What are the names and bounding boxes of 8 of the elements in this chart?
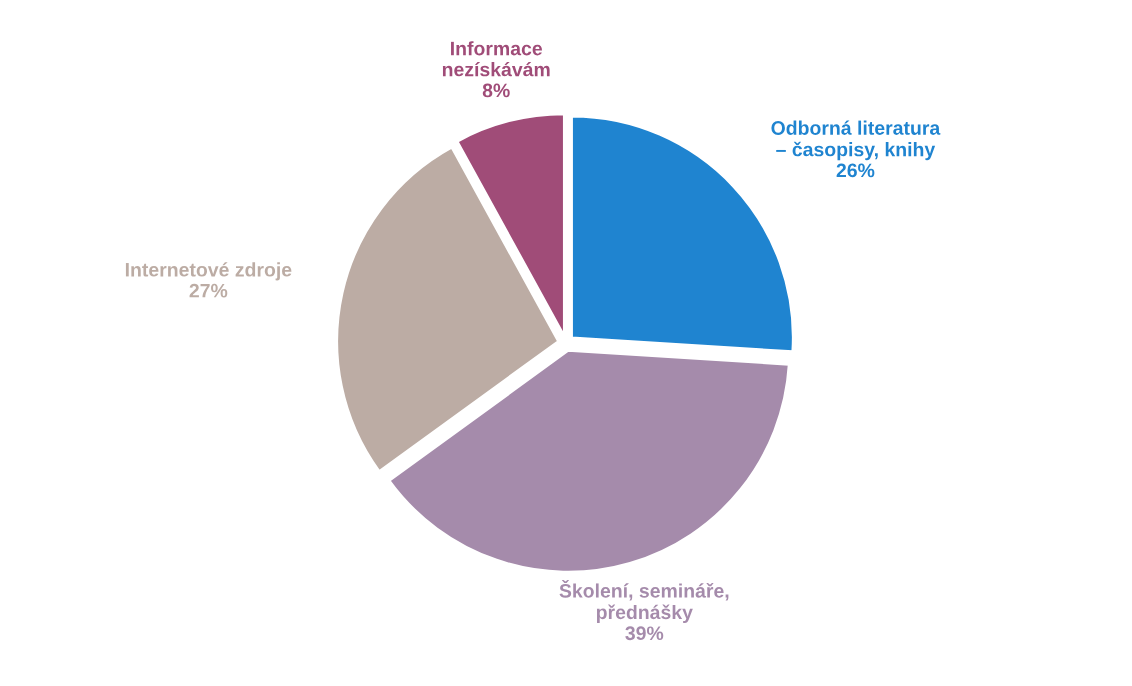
data-label: 8% xyxy=(482,83,510,98)
data-label: 27% xyxy=(189,283,228,298)
slice-label: Odborná literatura – časopisy, knihy xyxy=(771,120,941,161)
slice-label: Informace nezískávám xyxy=(442,41,550,77)
slice-label: Internetové zdroje xyxy=(125,262,292,281)
slice-label: Školení, semináře, přednášky xyxy=(559,580,729,624)
data-label: 26% xyxy=(836,163,875,178)
data-label: 39% xyxy=(625,626,664,641)
